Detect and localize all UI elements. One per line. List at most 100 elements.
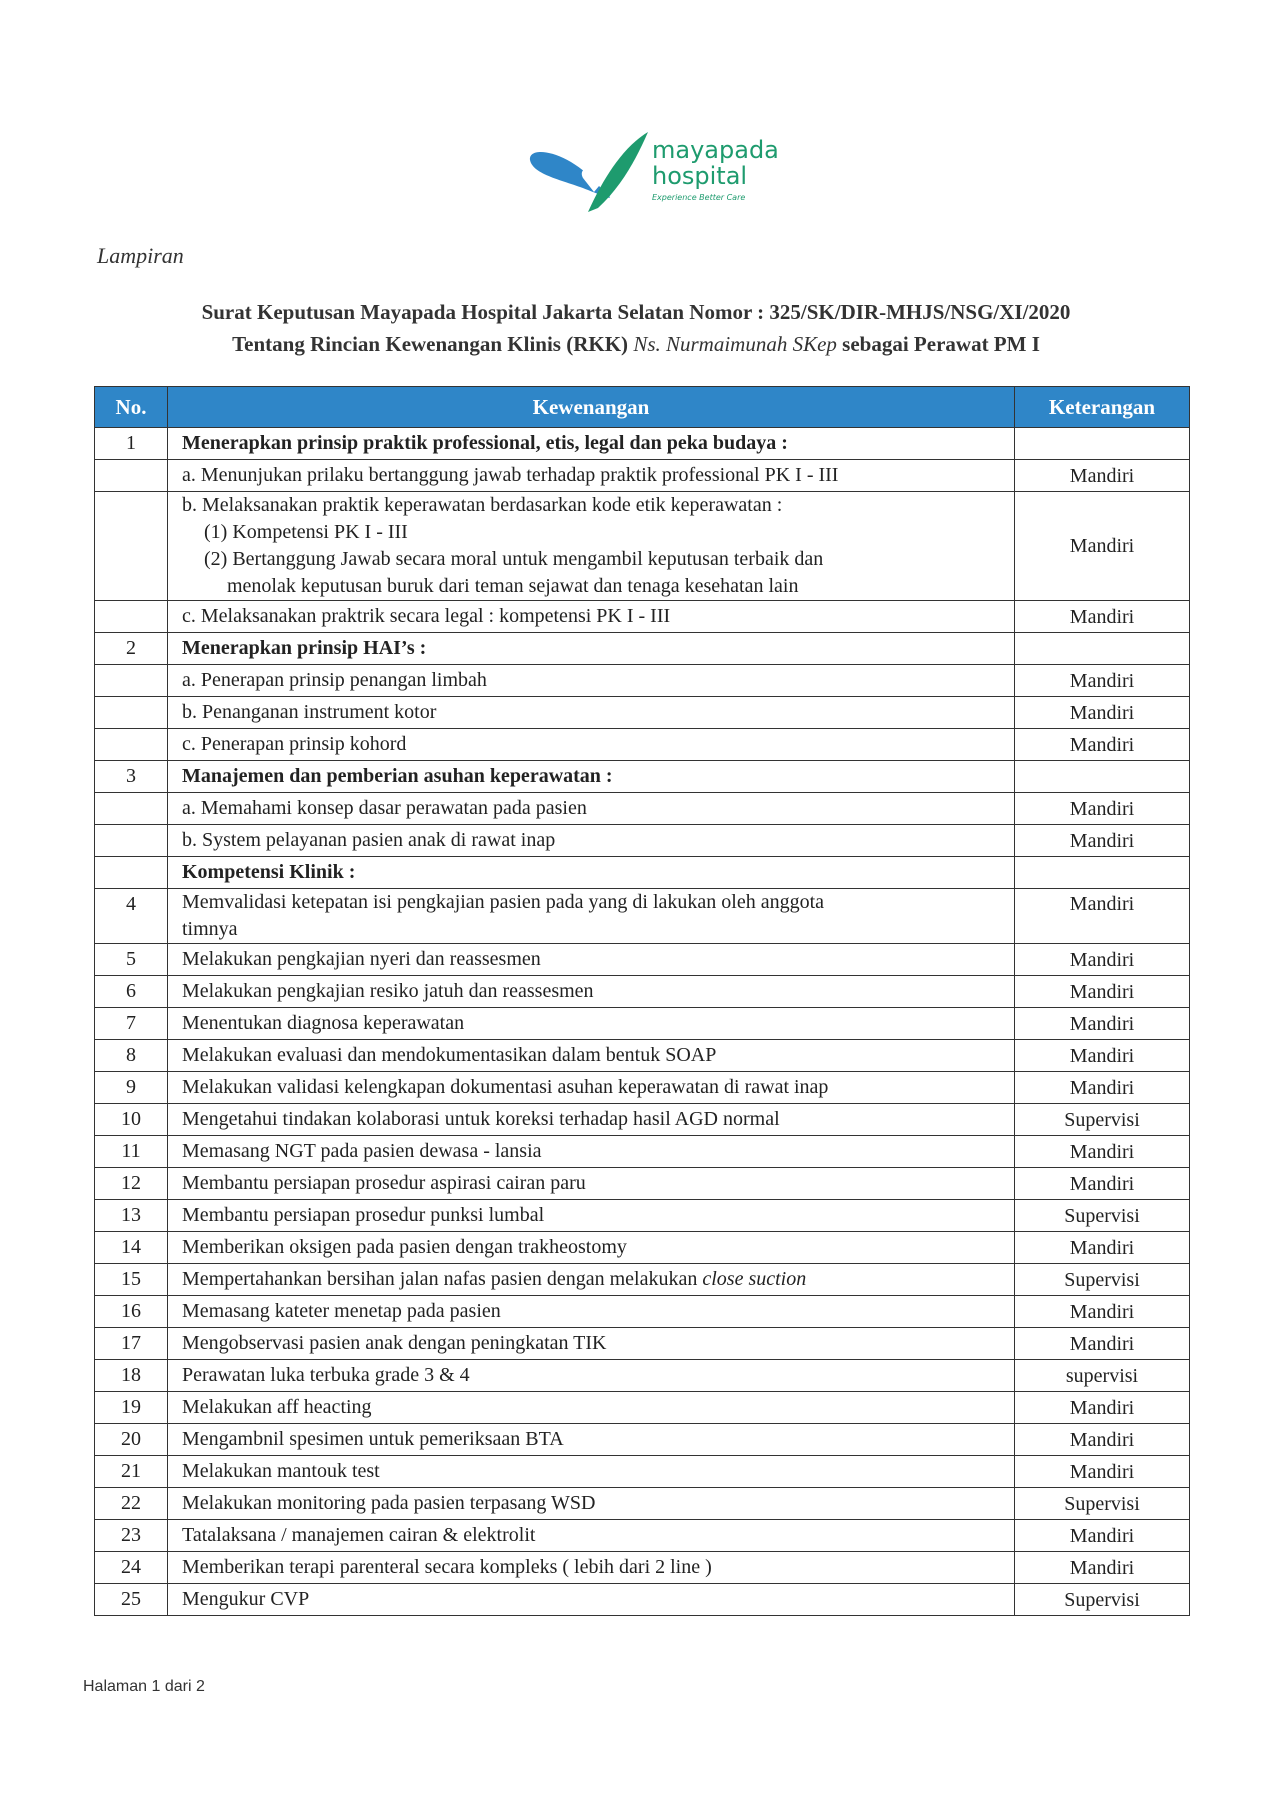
row-keterangan: Supervisi: [1014, 1487, 1190, 1520]
row-description: Melakukan validasi kelengkapan dokumenta…: [167, 1071, 1015, 1104]
description-text: Memberikan terapi parenteral secara komp…: [182, 1556, 712, 1578]
svg-text:hospital: hospital: [652, 162, 747, 190]
row-description: Manajemen dan pemberian asuhan keperawat…: [167, 760, 1015, 793]
page-number: Halaman 1 dari 2: [83, 1678, 205, 1695]
row-description: Mengambnil spesimen untuk pemeriksaan BT…: [167, 1423, 1015, 1456]
title-line-1: Surat Keputusan Mayapada Hospital Jakart…: [201, 300, 1071, 324]
table-row: c. Melaksanakan praktrik secara legal : …: [94, 600, 1190, 633]
description-text: Perawatan luka terbuka grade 3 & 4: [182, 1364, 470, 1386]
description-text: Memasang NGT pada pasien dewasa - lansia: [182, 1140, 542, 1162]
description-text: Mempertahankan bersihan jalan nafas pasi…: [182, 1268, 703, 1290]
row-number: 20: [94, 1423, 168, 1456]
row-number: 14: [94, 1231, 168, 1264]
row-description: Melakukan aff heacting: [167, 1391, 1015, 1424]
description-line: (1) Kompetensi PK I - III: [204, 521, 408, 543]
row-description: c. Melaksanakan praktrik secara legal : …: [167, 600, 1015, 633]
mayapada-hospital-logo: mayapada hospital Experience Better Care: [529, 132, 779, 212]
row-number: [94, 792, 168, 825]
row-keterangan: Supervisi: [1014, 1263, 1190, 1296]
row-description: Memvalidasi ketepatan isi pengkajian pas…: [167, 888, 1015, 944]
table-row: b. Penanganan instrument kotor Mandiri: [94, 696, 1190, 729]
row-keterangan: Mandiri: [1014, 696, 1190, 729]
row-number: [94, 459, 168, 492]
table-row: b. System pelayanan pasien anak di rawat…: [94, 824, 1190, 857]
row-number: 10: [94, 1103, 168, 1136]
svg-text:mayapada: mayapada: [652, 136, 779, 164]
description-text: Melakukan mantouk test: [182, 1460, 380, 1482]
table-row: 16 Memasang kateter menetap pada pasien Ma…: [94, 1295, 1190, 1328]
row-description: Melakukan mantouk test: [167, 1455, 1015, 1488]
table-row: 8 Melakukan evaluasi dan mendokumentasika…: [94, 1039, 1190, 1072]
row-number: 2: [94, 632, 168, 665]
row-number: 23: [94, 1519, 168, 1552]
row-keterangan: Mandiri: [1014, 1295, 1190, 1328]
table-row: 7 Menentukan diagnosa keperawatan Mandiri: [94, 1007, 1190, 1040]
title-text: Tentang Rincian Kewenangan Klinis (RKK): [232, 332, 634, 356]
table-row: 9 Melakukan validasi kelengkapan dokument…: [94, 1071, 1190, 1104]
description-line: b. Melaksanakan praktik keperawatan berd…: [182, 494, 783, 516]
description-line: Memvalidasi ketepatan isi pengkajian pas…: [182, 891, 825, 913]
row-keterangan: Mandiri: [1014, 664, 1190, 697]
description-text: Melakukan aff heacting: [182, 1396, 372, 1418]
table-row: 1 Menerapkan prinsip praktik professional…: [94, 427, 1190, 460]
row-description: Membantu persiapan prosedur punksi lumba…: [167, 1199, 1015, 1232]
row-keterangan: Supervisi: [1014, 1103, 1190, 1136]
table-row: 21 Melakukan mantouk test Mandiri: [94, 1455, 1190, 1488]
row-keterangan: Mandiri: [1014, 888, 1190, 944]
description-line: menolak keputusan buruk dari teman sejaw…: [227, 575, 799, 597]
row-description: Memasang NGT pada pasien dewasa - lansia: [167, 1135, 1015, 1168]
row-number: [94, 856, 168, 889]
row-keterangan: Supervisi: [1014, 1199, 1190, 1232]
row-number: [94, 491, 168, 601]
row-description: Melakukan monitoring pada pasien terpasa…: [167, 1487, 1015, 1520]
row-description: Memberikan terapi parenteral secara komp…: [167, 1551, 1015, 1584]
row-number: 11: [94, 1135, 168, 1168]
description-text: Mengetahui tindakan kolaborasi untuk kor…: [182, 1108, 780, 1130]
row-description: Kompetensi Klinik :: [167, 856, 1015, 889]
row-description: a. Menunjukan prilaku bertanggung jawab …: [167, 459, 1015, 492]
description-text: Manajemen dan pemberian asuhan keperawat…: [182, 765, 613, 787]
row-description: Melakukan pengkajian nyeri dan reassesme…: [167, 943, 1015, 976]
description-text: Membantu persiapan prosedur aspirasi cai…: [182, 1172, 586, 1194]
row-keterangan: Mandiri: [1014, 975, 1190, 1008]
description-line: timnya: [182, 918, 238, 940]
row-keterangan: Mandiri: [1014, 824, 1190, 857]
description-text: Tatalaksana / manajemen cairan & elektro…: [182, 1524, 536, 1546]
table-row: 22 Melakukan monitoring pada pasien terpa…: [94, 1487, 1190, 1520]
row-number: 16: [94, 1295, 168, 1328]
row-number: 18: [94, 1359, 168, 1392]
table-row: 25 Mengukur CVP Supervisi: [94, 1583, 1190, 1616]
row-description: Melakukan evaluasi dan mendokumentasikan…: [167, 1039, 1015, 1072]
row-keterangan: Mandiri: [1014, 1007, 1190, 1040]
table-row: 10 Mengetahui tindakan kolaborasi untuk k…: [94, 1103, 1190, 1136]
description-text: Melakukan monitoring pada pasien terpasa…: [182, 1492, 596, 1514]
description-text: b. System pelayanan pasien anak di rawat…: [182, 829, 556, 851]
table-row: 2 Menerapkan prinsip HAI’s :: [94, 632, 1190, 665]
description-text: Kompetensi Klinik :: [182, 861, 356, 883]
table-row: a. Memahami konsep dasar perawatan pada …: [94, 792, 1190, 825]
description-text: Menerapkan prinsip praktik professional,…: [182, 432, 788, 454]
row-keterangan: Mandiri: [1014, 1135, 1190, 1168]
row-description: Mengetahui tindakan kolaborasi untuk kor…: [167, 1103, 1015, 1136]
row-description: b. Melaksanakan praktik keperawatan berd…: [167, 491, 1015, 601]
description-italic: close suction: [702, 1268, 807, 1290]
table-row: 11 Memasang NGT pada pasien dewasa - lans…: [94, 1135, 1190, 1168]
row-number: 8: [94, 1039, 168, 1072]
row-keterangan: [1014, 760, 1190, 793]
table-row: 20 Mengambnil spesimen untuk pemeriksaan …: [94, 1423, 1190, 1456]
description-text: Mengobservasi pasien anak dengan peningk…: [182, 1332, 607, 1354]
description-text: Memberikan oksigen pada pasien dengan tr…: [182, 1236, 627, 1258]
table-row: 17 Mengobservasi pasien anak dengan penin…: [94, 1327, 1190, 1360]
row-number: [94, 664, 168, 697]
description-text: Menentukan diagnosa keperawatan: [182, 1012, 465, 1034]
row-description: Mengukur CVP: [167, 1583, 1015, 1616]
header-no: No.: [94, 386, 168, 428]
row-keterangan: supervisi: [1014, 1359, 1190, 1392]
row-keterangan: Mandiri: [1014, 1551, 1190, 1584]
row-description: Membantu persiapan prosedur aspirasi cai…: [167, 1167, 1015, 1200]
row-keterangan: Mandiri: [1014, 728, 1190, 761]
row-description: Menerapkan prinsip HAI’s :: [167, 632, 1015, 665]
row-number: 6: [94, 975, 168, 1008]
row-keterangan: Mandiri: [1014, 1423, 1190, 1456]
